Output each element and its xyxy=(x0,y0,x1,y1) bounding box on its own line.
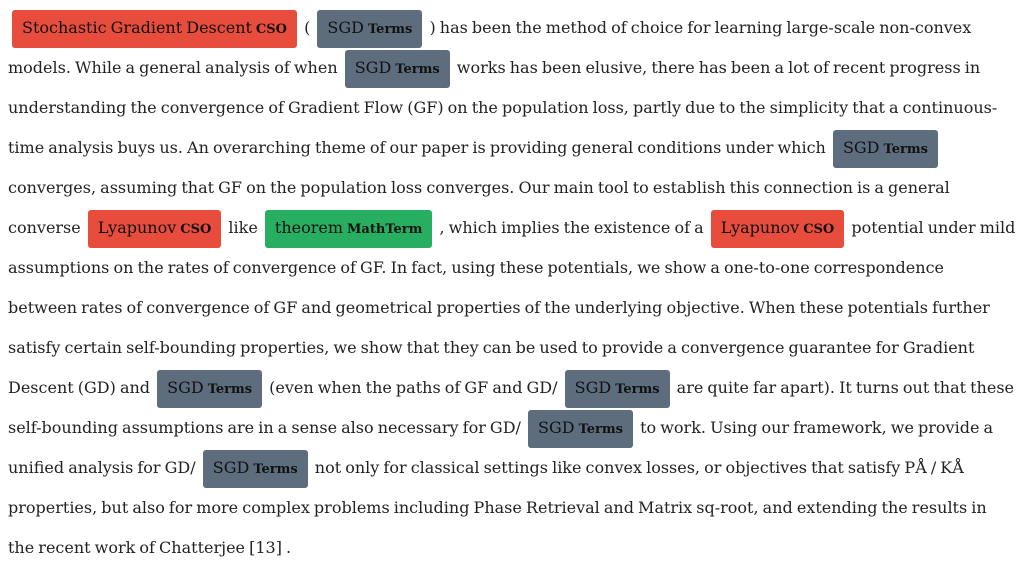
entity-text: SGD xyxy=(354,58,392,77)
annotated-abstract: Stochastic Gradient Descent CSO ( SGD Term… xyxy=(8,8,1016,568)
entity-text: SGD xyxy=(167,378,204,397)
entity-label: MathTerm xyxy=(347,222,423,237)
entity-cso[interactable]: Lyapunov CSO xyxy=(87,210,222,248)
entity-terms[interactable]: SGD Terms xyxy=(564,370,670,408)
text-segment: converges, assuming that GF on the popul… xyxy=(8,178,950,237)
entity-cso[interactable]: Lyapunov CSO xyxy=(710,210,845,248)
text-segment: like xyxy=(224,218,262,237)
entity-label: Terms xyxy=(883,142,928,157)
entity-text: Lyapunov xyxy=(97,218,177,237)
entity-label: Terms xyxy=(207,382,253,397)
entity-text: SGD xyxy=(538,418,575,437)
entity-terms[interactable]: SGD Terms xyxy=(832,130,938,168)
entity-text: Stochastic Gradient Descent xyxy=(22,18,252,37)
entity-text: SGD xyxy=(212,458,250,477)
entity-label: CSO xyxy=(255,22,287,37)
text-segment: ) has been the method of choice for lear… xyxy=(8,18,972,77)
entity-text: SGD xyxy=(574,378,612,397)
entity-label: CSO xyxy=(180,222,212,237)
entity-mathterm[interactable]: theorem MathTerm xyxy=(264,210,433,248)
text-segment: are quite far apart). It turns out that … xyxy=(8,378,1015,437)
entity-label: Terms xyxy=(615,382,660,397)
entity-terms[interactable]: SGD Terms xyxy=(157,370,263,408)
entity-cso[interactable]: Stochastic Gradient Descent CSO xyxy=(12,10,297,48)
entity-text: theorem xyxy=(274,218,344,237)
entity-label: CSO xyxy=(803,222,835,237)
text-segment: to work. Using our framework, we provide… xyxy=(8,418,994,477)
entity-text: Lyapunov xyxy=(720,218,800,237)
text-segment: (even when the paths of GF and GD/ xyxy=(265,378,562,397)
entity-label: Terms xyxy=(367,22,413,37)
entity-text: SGD xyxy=(327,18,364,37)
entity-terms[interactable]: SGD Terms xyxy=(528,410,633,448)
text-segment: ( xyxy=(299,18,315,37)
entity-text: SGD xyxy=(842,138,880,157)
entity-terms[interactable]: SGD Terms xyxy=(344,50,450,88)
entity-label: Terms xyxy=(395,62,440,77)
entity-label: Terms xyxy=(253,462,298,477)
text-segment: , which implies the existence of a xyxy=(435,218,708,237)
entity-label: Terms xyxy=(578,422,623,437)
text-segment: works has been elusive, there has been a… xyxy=(8,58,998,157)
entity-terms[interactable]: SGD Terms xyxy=(317,10,423,48)
text-segment: potential under mild assumptions on the … xyxy=(8,218,1016,397)
entity-terms[interactable]: SGD Terms xyxy=(202,450,308,488)
